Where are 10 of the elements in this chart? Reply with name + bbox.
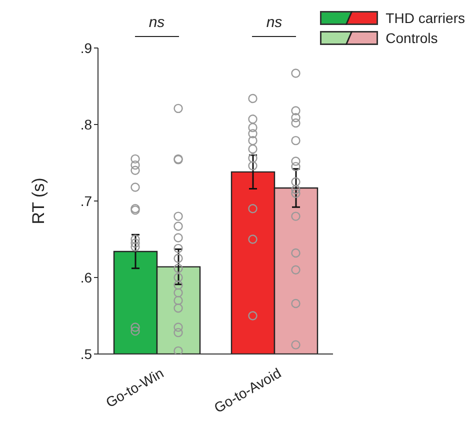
- y-tick-label: .7: [80, 192, 92, 209]
- legend-label: THD carriers: [386, 10, 465, 26]
- y-tick-label: .5: [80, 346, 92, 362]
- y-tick-label: .9: [80, 40, 92, 56]
- text: ns: [148, 14, 166, 31]
- y-axis-title: RT (s): [29, 178, 48, 224]
- text: ns: [265, 14, 284, 31]
- legend-label: Controls: [386, 30, 438, 46]
- y-tick-label: .6: [80, 269, 92, 286]
- y-tick-label: .8: [80, 116, 92, 132]
